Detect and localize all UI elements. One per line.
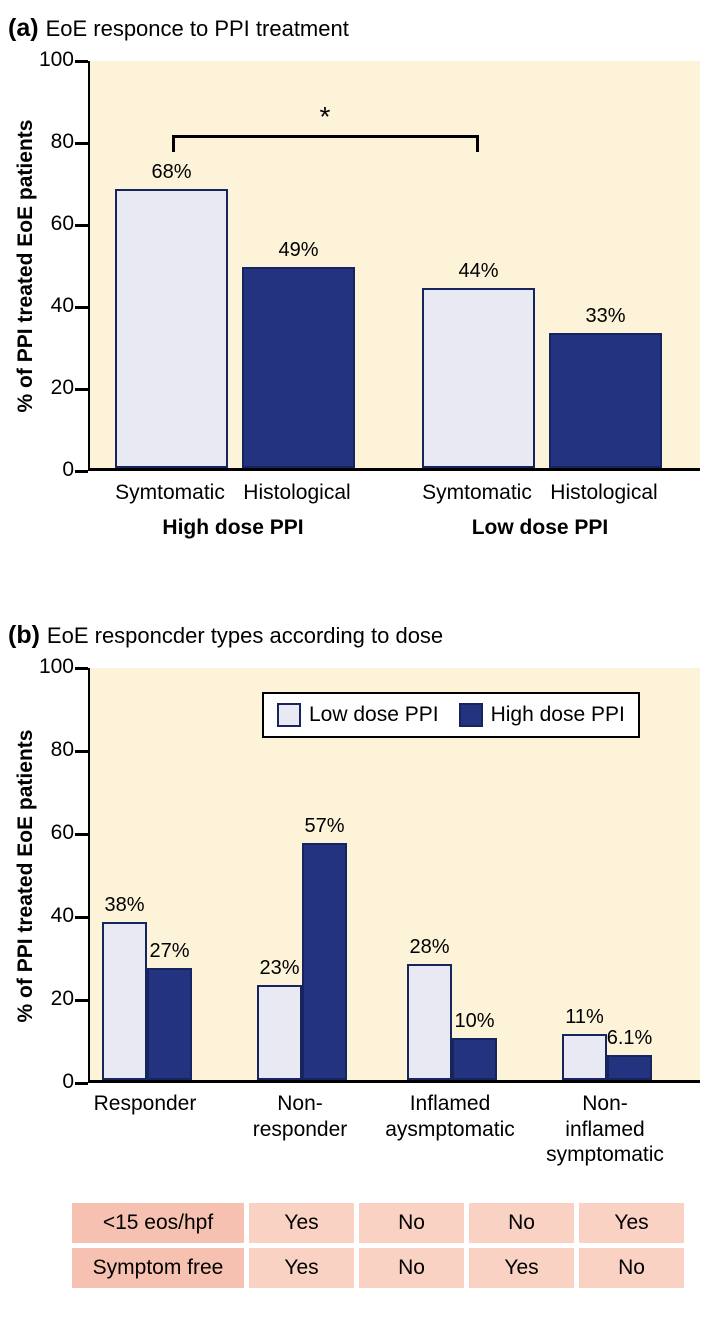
y-tick-mark [75,223,88,227]
y-tick-label: 80 [50,738,74,761]
table-cell: Yes [249,1203,354,1243]
y-tick-mark [75,998,88,1002]
bar [407,964,452,1080]
legend-swatch-high-dose [458,703,483,727]
chart-b: 38% 23% 28% 11% 27% 57% 10% 6.1% % of PPI treat… [0,655,709,1172]
y-tick-label: 20 [50,987,74,1010]
x-tick-a-histological-low: Histological [550,481,658,504]
bar [452,1038,497,1080]
y-tick-label: 0 [62,458,74,481]
y-tick-mark [75,387,88,391]
y-tick-label: 40 [50,294,74,317]
y-tick-mark [75,915,88,919]
table-cell: No [359,1203,464,1243]
bar [147,968,192,1080]
table-cell: Yes [469,1248,574,1288]
legend-label-high-dose: High dose PPI [490,703,625,726]
y-tick-label: 20 [50,376,74,399]
bar-value-label: 33% [585,305,626,327]
y-tick-label: 0 [62,1070,74,1093]
y-tick-mark [75,305,88,309]
table-cell: Yes [579,1203,684,1243]
bar-value-label: 68% [151,161,192,183]
panel-b-tag: (b) [8,621,40,649]
panel-a-title-text: EoE responce to PPI treatment [45,16,349,41]
bar [422,288,535,468]
group-label-low-dose: Low dose PPI [471,516,609,539]
bar-value-label: 49% [278,239,319,261]
significance-star: * [319,100,331,132]
bar-value-label: 28% [409,936,450,958]
y-tick-mark [75,59,88,63]
y-tick-label: 60 [50,212,74,235]
bar-value-label: 27% [149,940,190,962]
y-tick-label: 100 [38,48,74,71]
y-tick-label: 40 [50,904,74,927]
table-row-symptom-free: Symptom free Yes No Yes No [72,1248,684,1288]
x-tick-b-responder: Responder [93,1092,197,1115]
y-tick-mark [75,749,88,753]
bar-value-label: 38% [104,894,145,916]
bar-value-label: 44% [458,260,499,282]
plot-area-a: 68% 49% 44% 33% * [88,61,700,471]
legend: Low dose PPI High dose PPI [262,692,640,738]
significance-bracket-end [475,134,479,152]
bar [102,922,147,1080]
table-label-eos: <15 eos/hpf [72,1203,244,1243]
y-tick-label: 100 [38,655,74,678]
table-cell: No [579,1248,684,1288]
bar [549,333,662,468]
bar-value-label: 57% [304,815,345,837]
bar-value-label: 6.1% [606,1027,653,1049]
significance-bracket-end [171,134,175,152]
x-tick-b-non-inflamed-symptomatic: Non- inflamed symptomatic [546,1092,664,1167]
table-cell: Yes [249,1248,354,1288]
significance-bracket-line [171,134,479,138]
panel-spacer [0,553,709,611]
bar-value-label: 10% [454,1010,495,1032]
panel-a-tag: (a) [8,14,39,42]
legend-swatch-low-dose [277,703,301,727]
table-cell: No [359,1248,464,1288]
y-tick-mark [75,141,88,145]
group-label-high-dose: High dose PPI [162,516,304,539]
table-row-eos: <15 eos/hpf Yes No No Yes [72,1203,684,1243]
y-axis-label-b: % of PPI treated EoE patients [14,729,37,1023]
panel-b-title-text: EoE responcder types according to dose [46,623,444,648]
table-cell: No [469,1203,574,1243]
bar [257,985,302,1080]
bar [607,1055,652,1080]
y-tick-mark [75,832,88,836]
panel-b-title: (b) EoE responcder types according to dos… [0,611,709,660]
bar-value-label: 23% [259,957,300,979]
response-criteria-table: <15 eos/hpf Yes No No Yes Symptom free Y… [67,1198,689,1293]
y-tick-mark [75,1081,88,1085]
legend-label-low-dose: Low dose PPI [309,703,439,726]
y-tick-mark [75,469,88,473]
x-tick-b-inflamed-asymptomatic: Inflamed aysmptomatic [385,1092,515,1141]
panel-a-title: (a) EoE responce to PPI treatment [0,4,709,53]
bar-value-label: 11% [565,1006,604,1028]
y-tick-label: 60 [50,821,74,844]
bar [302,843,347,1080]
y-tick-mark [75,666,88,670]
bar [115,189,228,468]
chart-a: 68% 49% 44% 33% * % of PPI treated EoE patie… [0,48,709,553]
x-tick-b-non-responder: Non- responder [252,1092,348,1141]
y-tick-label: 80 [50,130,74,153]
bar [562,1034,607,1080]
x-tick-a-histological-high: Histological [243,481,351,504]
x-tick-a-symtomatic-low: Symtomatic [422,481,532,504]
x-tick-a-symtomatic-high: Symtomatic [115,481,225,504]
table-label-symptom-free: Symptom free [72,1248,244,1288]
bar [242,267,355,468]
y-axis-label-a: % of PPI treated EoE patients [14,119,37,413]
